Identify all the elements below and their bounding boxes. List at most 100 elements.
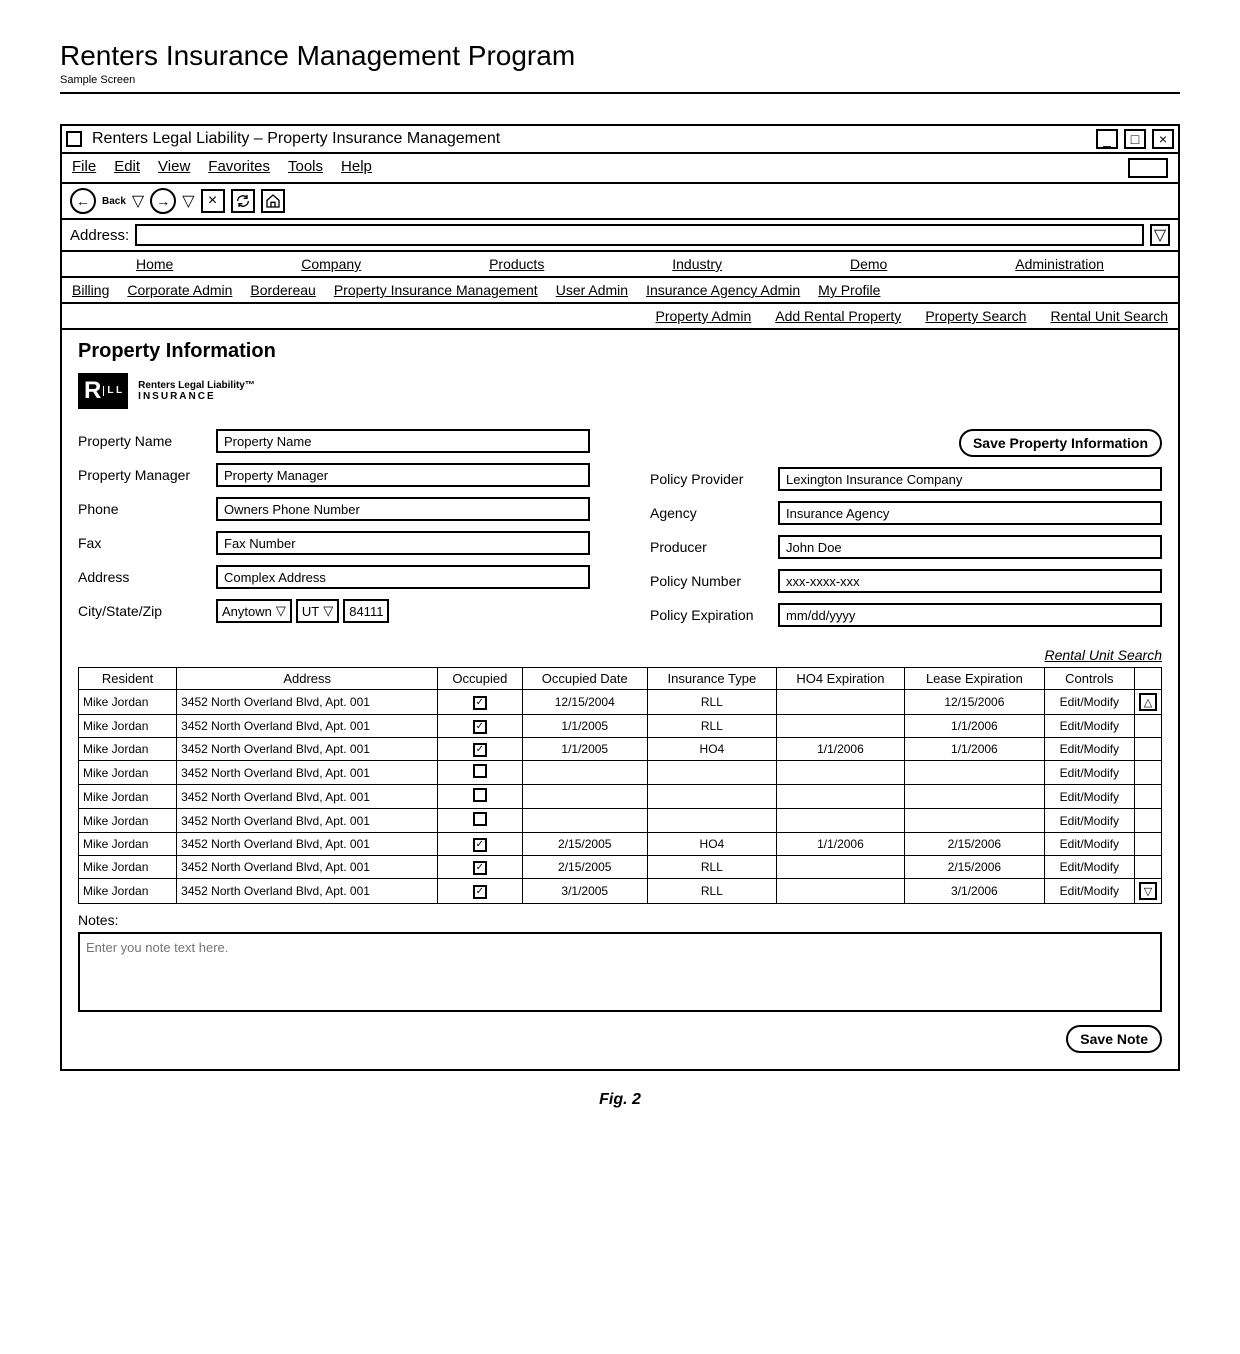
- cell-controls: Edit/Modify: [1044, 690, 1134, 715]
- edit-modify-link[interactable]: Edit/Modify: [1060, 837, 1119, 851]
- edit-modify-link[interactable]: Edit/Modify: [1060, 742, 1119, 756]
- edit-modify-link[interactable]: Edit/Modify: [1060, 814, 1119, 828]
- nav-administration[interactable]: Administration: [1015, 256, 1104, 272]
- occupied-checkbox[interactable]: ✓: [473, 885, 487, 899]
- input-agency[interactable]: [778, 501, 1162, 525]
- menu-edit[interactable]: Edit: [114, 158, 140, 178]
- logo-icon: R L L: [78, 373, 128, 409]
- input-property-name[interactable]: [216, 429, 590, 453]
- rental-unit-search-link[interactable]: Rental Unit Search: [78, 647, 1162, 663]
- save-note-button[interactable]: Save Note: [1066, 1025, 1162, 1053]
- menu-view[interactable]: View: [158, 158, 190, 178]
- menu-favorites[interactable]: Favorites: [208, 158, 270, 178]
- menu-file[interactable]: File: [72, 158, 96, 178]
- titlebar: Renters Legal Liability – Property Insur…: [62, 126, 1178, 154]
- scroll-down-button[interactable]: ▽: [1139, 882, 1157, 900]
- input-policy-number[interactable]: [778, 569, 1162, 593]
- cell-occupied: [438, 785, 522, 809]
- input-policy-expiration[interactable]: [778, 603, 1162, 627]
- minimize-button[interactable]: _: [1096, 129, 1118, 149]
- chevron-down-icon: ▽: [276, 603, 286, 619]
- input-property-manager[interactable]: [216, 463, 590, 487]
- nav-billing[interactable]: Billing: [72, 282, 109, 298]
- input-producer[interactable]: [778, 535, 1162, 559]
- back-dropdown-icon[interactable]: ▽: [132, 191, 144, 211]
- nav-property-search[interactable]: Property Search: [925, 308, 1026, 324]
- cell-controls: Edit/Modify: [1044, 809, 1134, 833]
- occupied-checkbox[interactable]: ✓: [473, 696, 487, 710]
- occupied-checkbox[interactable]: ✓: [473, 720, 487, 734]
- nav-industry[interactable]: Industry: [672, 256, 722, 272]
- nav-home[interactable]: Home: [136, 256, 173, 272]
- logo-main-letter: R: [84, 377, 101, 405]
- nav-demo[interactable]: Demo: [850, 256, 887, 272]
- cell-resident: Mike Jordan: [79, 715, 177, 738]
- notes-label: Notes:: [78, 912, 1162, 928]
- nav-pim[interactable]: Property Insurance Management: [334, 282, 538, 298]
- refresh-button[interactable]: [231, 189, 255, 213]
- nav-corporate-admin[interactable]: Corporate Admin: [127, 282, 232, 298]
- cell-occupied: ✓: [438, 879, 522, 904]
- edit-modify-link[interactable]: Edit/Modify: [1060, 884, 1119, 898]
- occupied-checkbox[interactable]: ✓: [473, 743, 487, 757]
- menu-help[interactable]: Help: [341, 158, 372, 178]
- occupied-checkbox[interactable]: [473, 764, 487, 778]
- occupied-checkbox[interactable]: ✓: [473, 861, 487, 875]
- nav-add-rental-property[interactable]: Add Rental Property: [775, 308, 901, 324]
- nav-bordereau[interactable]: Bordereau: [250, 282, 315, 298]
- occupied-checkbox[interactable]: ✓: [473, 838, 487, 852]
- menu-tools[interactable]: Tools: [288, 158, 323, 178]
- nav-insurance-agency-admin[interactable]: Insurance Agency Admin: [646, 282, 800, 298]
- cell-occupied-date: 1/1/2005: [522, 715, 647, 738]
- nav-tertiary: Property Admin Add Rental Property Prope…: [62, 304, 1178, 330]
- chevron-down-icon: ▽: [323, 603, 333, 619]
- maximize-button[interactable]: □: [1124, 129, 1146, 149]
- forward-dropdown-icon[interactable]: ▽: [182, 191, 194, 211]
- home-button[interactable]: [261, 189, 285, 213]
- cell-occupied: ✓: [438, 738, 522, 761]
- occupied-checkbox[interactable]: [473, 788, 487, 802]
- edit-modify-link[interactable]: Edit/Modify: [1060, 719, 1119, 733]
- input-address[interactable]: [216, 565, 590, 589]
- address-input[interactable]: [135, 224, 1144, 246]
- cell-occupied: ✓: [438, 833, 522, 856]
- nav-rental-unit-search[interactable]: Rental Unit Search: [1050, 308, 1168, 324]
- close-button[interactable]: ×: [1152, 129, 1174, 149]
- cell-address: 3452 North Overland Blvd, Apt. 001: [177, 809, 438, 833]
- cell-insurance-type: RLL: [647, 715, 776, 738]
- occupied-checkbox[interactable]: [473, 812, 487, 826]
- cell-ho4-expiration: 1/1/2006: [776, 833, 904, 856]
- figure-label: Fig. 2: [60, 1091, 1180, 1109]
- nav-user-admin[interactable]: User Admin: [556, 282, 628, 298]
- cell-address: 3452 North Overland Blvd, Apt. 001: [177, 856, 438, 879]
- input-fax[interactable]: [216, 531, 590, 555]
- cell-occupied-date: 1/1/2005: [522, 738, 647, 761]
- input-phone[interactable]: [216, 497, 590, 521]
- label-property-name: Property Name: [78, 433, 208, 449]
- address-dropdown[interactable]: ▽: [1150, 224, 1170, 246]
- edit-modify-link[interactable]: Edit/Modify: [1060, 766, 1119, 780]
- notes-textarea[interactable]: [78, 932, 1162, 1012]
- cell-resident: Mike Jordan: [79, 879, 177, 904]
- logo-text: Renters Legal Liability™ INSURANCE: [138, 380, 255, 402]
- stop-button[interactable]: ×: [201, 189, 225, 213]
- nav-property-admin[interactable]: Property Admin: [656, 308, 752, 324]
- nav-company[interactable]: Company: [301, 256, 361, 272]
- select-state[interactable]: UT▽: [296, 599, 339, 623]
- edit-modify-link[interactable]: Edit/Modify: [1060, 860, 1119, 874]
- input-zip[interactable]: 84111: [343, 599, 389, 623]
- back-button[interactable]: ←: [70, 188, 96, 214]
- edit-modify-link[interactable]: Edit/Modify: [1060, 695, 1119, 709]
- forward-button[interactable]: →: [150, 188, 176, 214]
- scroll-up-button[interactable]: △: [1139, 693, 1157, 711]
- system-icon[interactable]: [66, 131, 82, 147]
- select-city[interactable]: Anytown▽: [216, 599, 292, 623]
- save-property-info-button[interactable]: Save Property Information: [959, 429, 1162, 457]
- th-insurance-type: Insurance Type: [647, 668, 776, 690]
- input-policy-provider[interactable]: [778, 467, 1162, 491]
- content-area: Property Information R L L Renters Legal…: [62, 330, 1178, 1069]
- nav-my-profile[interactable]: My Profile: [818, 282, 880, 298]
- cell-resident: Mike Jordan: [79, 738, 177, 761]
- nav-products[interactable]: Products: [489, 256, 544, 272]
- edit-modify-link[interactable]: Edit/Modify: [1060, 790, 1119, 804]
